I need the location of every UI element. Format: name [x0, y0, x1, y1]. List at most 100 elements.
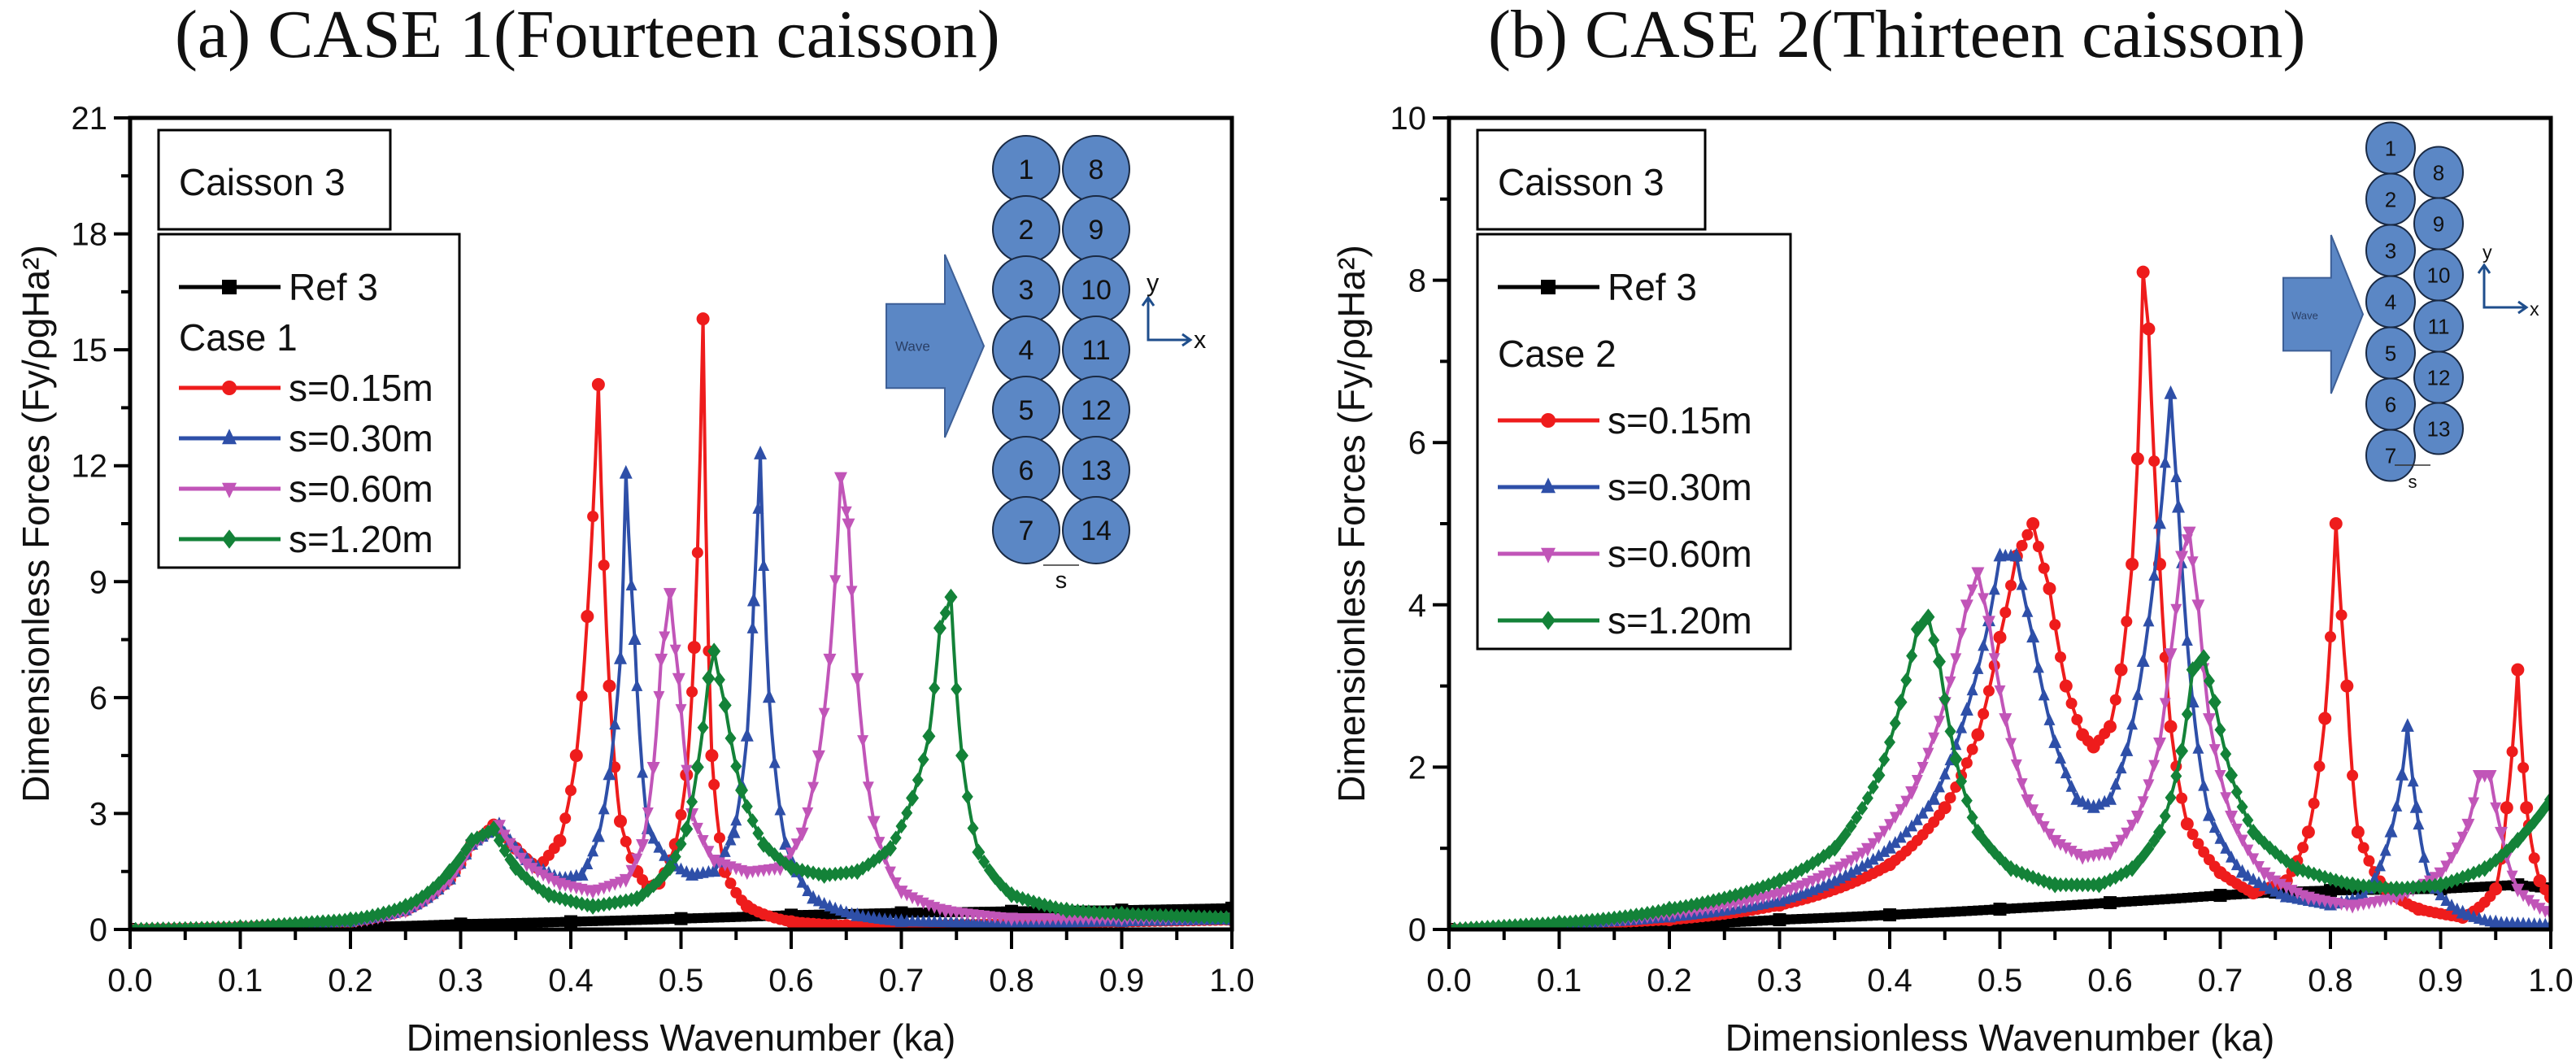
- data-point: [311, 914, 324, 929]
- data-point: [724, 730, 737, 746]
- data-point: [2247, 886, 2261, 900]
- data-point: [1972, 662, 1984, 674]
- data-point: [1050, 900, 1062, 916]
- xy-axes-icon: [1147, 299, 1189, 342]
- data-point: [846, 585, 858, 598]
- data-point: [2522, 894, 2535, 907]
- x-axis-inset-label: x: [1194, 326, 1206, 354]
- y-arrow-head-icon: [2477, 263, 2491, 274]
- data-point: [817, 867, 831, 884]
- chart-b: 0.0 0.1 0.2 0.3 0.4 0.5 0.6 0.7 0.8 0.9 1.0 0 2 4 6 8 10…: [1330, 101, 2574, 1059]
- data-point: [922, 727, 936, 745]
- data-point: [2208, 820, 2221, 833]
- data-point: [746, 592, 760, 607]
- data-point: [762, 689, 776, 703]
- legend-label: Ref 3: [289, 266, 378, 308]
- data-point: [2121, 616, 2133, 628]
- data-point: [1591, 912, 1603, 928]
- data-point: [1982, 616, 1995, 630]
- panel-title-b: (b) CASE 2(Thirteen caisson): [1488, 0, 2306, 72]
- data-point: [630, 890, 644, 907]
- data-point: [2446, 873, 2458, 889]
- data-point: [901, 805, 913, 820]
- data-point: [1911, 813, 1923, 825]
- y-tick-label: 21: [72, 101, 108, 137]
- data-point: [2159, 698, 2171, 711]
- data-point: [2104, 896, 2117, 910]
- data-point: [929, 681, 941, 696]
- data-point: [2148, 568, 2160, 581]
- data-point: [2236, 834, 2248, 847]
- data-point: [2252, 829, 2265, 846]
- x-tick-label: 0.7: [879, 963, 925, 999]
- data-point: [2517, 762, 2530, 774]
- data-point: [1690, 896, 1703, 912]
- data-point: [1933, 716, 1945, 728]
- data-point: [2038, 820, 2050, 833]
- data-point: [2258, 835, 2270, 851]
- data-point: [851, 907, 864, 921]
- data-point: [2126, 820, 2139, 832]
- caisson-number: 5: [2385, 341, 2396, 365]
- y-tick-label: 6: [89, 681, 107, 716]
- data-point: [2164, 648, 2178, 663]
- data-point: [802, 807, 814, 820]
- data-point: [730, 813, 742, 826]
- data-point: [1773, 872, 1786, 890]
- data-point: [2208, 694, 2221, 711]
- caisson-number: 9: [2433, 211, 2444, 236]
- data-point: [564, 915, 577, 929]
- data-point: [1884, 734, 1895, 750]
- data-point: [2048, 734, 2062, 748]
- data-point: [1949, 751, 1963, 768]
- x-tick-label: 0.0: [1426, 963, 1472, 999]
- data-point: [2434, 876, 2448, 894]
- data-point: [653, 840, 665, 853]
- data-point: [1950, 653, 1962, 666]
- x-tick-label: 0.1: [218, 963, 263, 999]
- data-point: [655, 653, 668, 668]
- data-point: [2213, 889, 2227, 903]
- data-point: [460, 842, 472, 857]
- data-point: [752, 825, 764, 841]
- data-point: [873, 837, 886, 849]
- data-point: [1971, 823, 1985, 841]
- data-point: [774, 851, 786, 867]
- y-axis-inset-label: y: [2482, 242, 2492, 263]
- data-point: [637, 765, 649, 778]
- data-point: [1894, 694, 1908, 711]
- data-point: [2148, 760, 2160, 773]
- data-point: [1960, 702, 1973, 716]
- x-tick-label: 0.1: [1537, 963, 1582, 999]
- data-point: [1779, 870, 1791, 886]
- data-point: [2324, 884, 2337, 898]
- data-point: [1883, 839, 1896, 854]
- data-point: [1005, 912, 1018, 927]
- data-point: [2048, 834, 2062, 849]
- data-point: [433, 920, 444, 929]
- data-point: [672, 672, 685, 687]
- data-point: [807, 890, 820, 904]
- data-point: [2279, 888, 2293, 903]
- data-point: [1982, 685, 1995, 697]
- data-point: [1966, 584, 1978, 597]
- legend-group-label: Case 2: [1498, 333, 1617, 375]
- data-point: [740, 727, 754, 742]
- data-point: [2192, 838, 2204, 850]
- data-point: [1751, 881, 1764, 896]
- data-point: [384, 921, 394, 929]
- data-point: [586, 886, 600, 899]
- data-point: [1867, 779, 1879, 795]
- caisson-number: 13: [2427, 416, 2451, 441]
- data-point: [344, 911, 357, 929]
- data-point: [2010, 759, 2022, 772]
- caisson-number: 10: [2427, 263, 2451, 287]
- data-point: [2472, 769, 2486, 784]
- data-point: [912, 773, 924, 788]
- data-point: [2170, 470, 2182, 483]
- data-point: [2401, 880, 2413, 895]
- data-point: [509, 859, 523, 877]
- data-point: [1966, 810, 1978, 825]
- x-axis-title: Dimensionless Wavenumber (ka): [1725, 1016, 2275, 1059]
